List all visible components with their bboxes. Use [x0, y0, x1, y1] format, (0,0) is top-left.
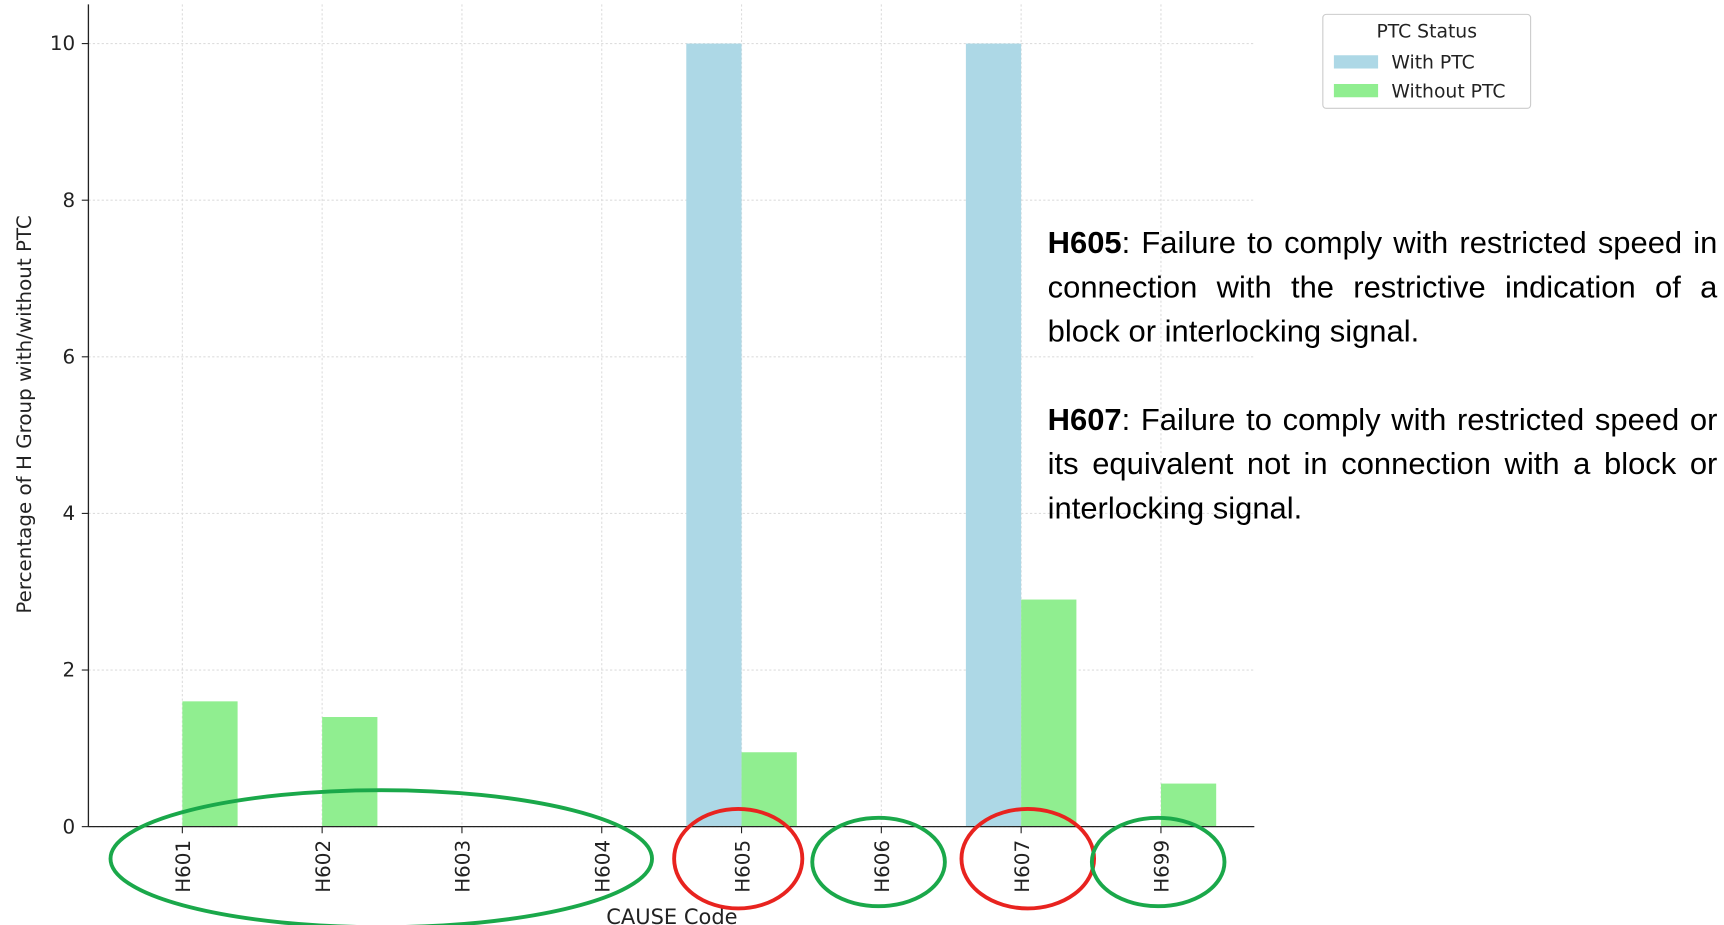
highlight-ellipse: [810, 815, 947, 909]
y-axis-label: Percentage of H Group with/without PTC: [13, 215, 36, 613]
highlight-ellipse: [108, 788, 654, 925]
annotation-text: : Failure to comply with restricted spee…: [1047, 225, 1718, 349]
plot-area: 0 2 4 6 8 10 H601 H602 H603 H604 H605 H606 H607 H699: [50, 4, 1255, 893]
x-tick-label: H602: [312, 840, 335, 893]
y-tick-label: 8: [62, 189, 75, 212]
x-tick-label: H601: [172, 840, 195, 893]
annotation: H605: Failure to comply with restricted …: [1048, 221, 1718, 354]
bar: [1021, 599, 1077, 827]
annotations: H605: Failure to comply with restricted …: [1048, 221, 1718, 530]
y-tick-label: 2: [62, 659, 75, 682]
annotation: H607: Failure to comply with restricted …: [1048, 398, 1718, 531]
bar: [322, 717, 378, 827]
bar: [182, 701, 238, 827]
highlight-ellipse: [672, 807, 805, 911]
highlight-ellipses: [108, 788, 1227, 925]
annotation-box: H605: Failure to comply with restricted …: [1048, 221, 1718, 530]
highlight-ellipse: [1089, 815, 1227, 909]
x-tick-label: H603: [452, 840, 475, 893]
annotation-code: H605: [1047, 225, 1122, 260]
legend-swatch: [1333, 83, 1379, 98]
x-tick-label: H606: [871, 840, 894, 893]
legend: PTC Status With PTC Without PTC: [1322, 13, 1532, 109]
y-tick-label: 10: [50, 32, 75, 55]
x-tick-label: H699: [1151, 840, 1174, 893]
highlight-ellipse: [959, 807, 1097, 911]
y-tick-label: 0: [62, 815, 75, 838]
legend-title: PTC Status: [1376, 22, 1477, 43]
x-tick-label: H604: [591, 840, 614, 893]
bar: [965, 43, 1022, 827]
legend-label: With PTC: [1391, 53, 1474, 74]
annotation-code: H607: [1047, 402, 1122, 437]
x-tick-label: H607: [1011, 840, 1034, 893]
y-tick-label: 4: [62, 502, 75, 525]
annotation-text: : Failure to comply with restricted spee…: [1047, 402, 1718, 525]
bar: [686, 43, 742, 827]
x-tick-label: H605: [731, 840, 754, 893]
legend-label: Without PTC: [1391, 81, 1505, 102]
legend-swatch: [1333, 55, 1379, 69]
y-tick-label: 6: [62, 345, 75, 368]
x-axis-label: CAUSE Code: [606, 905, 737, 925]
